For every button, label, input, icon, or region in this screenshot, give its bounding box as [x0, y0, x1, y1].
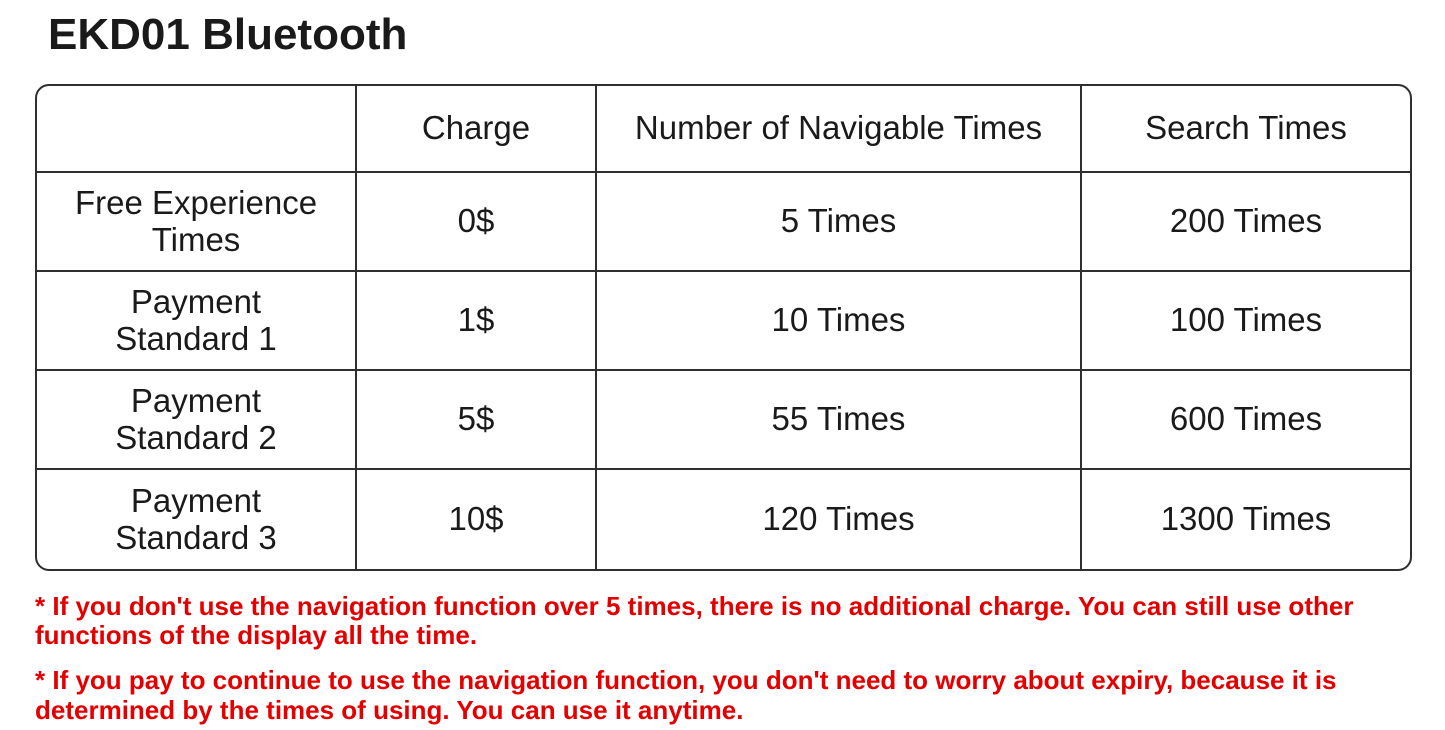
- table-row-free-experience: Free Experience Times 0$ 5 Times 200 Tim…: [37, 173, 1410, 273]
- page-title: EKD01 Bluetooth: [48, 10, 408, 59]
- search-times-value: 600 Times: [1082, 371, 1410, 471]
- charge-value: 5$: [357, 371, 597, 471]
- pricing-table: Charge Number of Navigable Times Search …: [35, 84, 1412, 572]
- header-navigable-times: Number of Navigable Times: [597, 86, 1082, 174]
- header-blank: [37, 86, 357, 174]
- search-times-value: 1300 Times: [1160, 500, 1332, 538]
- navigable-times-value: 10 Times: [597, 272, 1082, 372]
- note-no-additional-charge: * If you don't use the navigation functi…: [35, 591, 1354, 651]
- navigable-times-value: 120 Times: [597, 470, 1082, 570]
- header-charge: Charge: [357, 86, 597, 174]
- search-times-value: 200 Times: [1082, 173, 1410, 273]
- search-times-value: 100 Times: [1082, 272, 1410, 372]
- navigable-times-value: 55 Times: [597, 371, 1082, 471]
- row-label: Payment Standard 3: [37, 470, 357, 570]
- navigable-times-value: 5 Times: [597, 173, 1082, 273]
- row-label: Payment Standard 1: [37, 272, 357, 372]
- charge-value: 10$: [357, 470, 597, 570]
- charge-value: 0$: [357, 173, 597, 273]
- row-label: Free Experience Times: [37, 173, 357, 273]
- table-row-payment-standard-1: Payment Standard 1 1$ 10 Times 100 Times: [37, 272, 1410, 372]
- row-label: Payment Standard 2: [37, 371, 357, 471]
- table-row-payment-standard-2: Payment Standard 2 5$ 55 Times 600 Times: [37, 371, 1410, 471]
- header-row: Charge Number of Navigable Times Search …: [37, 86, 1410, 174]
- table-row-payment-standard-3: Payment Standard 3 10$ 120 Times 1300 Ti…: [37, 470, 1410, 570]
- note-no-expiry: * If you pay to continue to use the navi…: [35, 665, 1337, 725]
- charge-value: 1$: [357, 272, 597, 372]
- header-search-times: Search Times: [1082, 86, 1410, 174]
